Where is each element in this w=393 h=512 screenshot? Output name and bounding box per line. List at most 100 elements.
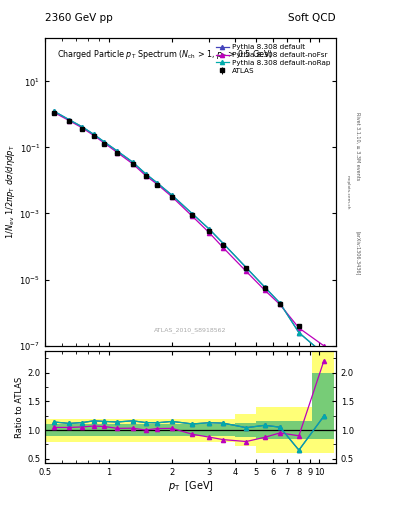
Pythia 8.308 default-noFsr xyxy=(115,150,120,156)
Bar xyxy=(293,407,312,453)
Pythia 8.308 default xyxy=(143,171,148,177)
Bar xyxy=(235,414,256,446)
Bar xyxy=(201,424,217,436)
Bar xyxy=(88,424,99,436)
Bar xyxy=(113,424,125,436)
Legend: Pythia 8.308 default, Pythia 8.308 default-noFsr, Pythia 8.308 default-noRap, AT: Pythia 8.308 default, Pythia 8.308 defau… xyxy=(214,42,332,76)
Bar xyxy=(167,424,183,436)
Pythia 8.308 default-noRap xyxy=(190,211,195,217)
Pythia 8.308 default-noRap xyxy=(262,284,267,290)
Pythia 8.308 default-noFsr xyxy=(80,125,84,131)
Bar xyxy=(183,424,201,436)
Pythia 8.308 default-noRap xyxy=(67,117,72,123)
Pythia 8.308 default-noFsr xyxy=(297,325,301,331)
Text: mcplots.cern.ch: mcplots.cern.ch xyxy=(346,175,350,209)
Bar xyxy=(256,407,273,453)
Bar xyxy=(273,421,293,439)
Pythia 8.308 default xyxy=(67,117,72,123)
Line: Pythia 8.308 default-noFsr: Pythia 8.308 default-noFsr xyxy=(52,110,326,348)
Bar xyxy=(152,418,167,441)
Pythia 8.308 default xyxy=(221,241,226,247)
Pythia 8.308 default-noFsr xyxy=(321,343,326,349)
Pythia 8.308 default-noFsr xyxy=(143,173,148,179)
Pythia 8.308 default-noFsr xyxy=(262,287,267,293)
X-axis label: $p_\mathregular{T}$  [GeV]: $p_\mathregular{T}$ [GeV] xyxy=(168,479,213,493)
Y-axis label: Ratio to ATLAS: Ratio to ATLAS xyxy=(15,376,24,438)
Pythia 8.308 default-noRap xyxy=(221,241,226,247)
Pythia 8.308 default xyxy=(51,108,56,114)
Text: [arXiv:1306.3436]: [arXiv:1306.3436] xyxy=(355,231,360,275)
Bar xyxy=(99,424,113,436)
Pythia 8.308 default-noRap xyxy=(297,330,301,336)
Pythia 8.308 default xyxy=(170,192,174,198)
Pythia 8.308 default xyxy=(92,131,96,137)
Pythia 8.308 default-noRap xyxy=(244,265,249,271)
Pythia 8.308 default xyxy=(155,180,160,186)
Bar xyxy=(201,418,217,441)
Text: Rivet 3.1.10, ≥ 3.3M events: Rivet 3.1.10, ≥ 3.3M events xyxy=(355,112,360,180)
Pythia 8.308 default-noRap xyxy=(130,159,135,165)
Bar xyxy=(256,421,273,439)
Pythia 8.308 default xyxy=(130,159,135,165)
Pythia 8.308 default xyxy=(277,300,282,306)
Pythia 8.308 default xyxy=(190,211,195,217)
Bar xyxy=(76,424,88,436)
Pythia 8.308 default-noFsr xyxy=(130,161,135,167)
Pythia 8.308 default-noRap xyxy=(51,108,56,114)
Pythia 8.308 default xyxy=(207,226,211,232)
Text: Charged Particle $p_\mathregular{T}$ Spectrum ($N_\mathregular{ch}$ > 1, $p_\mat: Charged Particle $p_\mathregular{T}$ Spe… xyxy=(57,48,273,60)
Bar xyxy=(167,418,183,441)
Pythia 8.308 default-noFsr xyxy=(67,118,72,124)
Bar xyxy=(217,418,235,441)
Pythia 8.308 default-noFsr xyxy=(221,245,226,251)
Pythia 8.308 default-noFsr xyxy=(207,229,211,236)
Text: ATLAS_2010_S8918562: ATLAS_2010_S8918562 xyxy=(154,328,227,333)
Bar xyxy=(293,421,312,439)
Pythia 8.308 default-noRap xyxy=(92,131,96,137)
Pythia 8.308 default-noRap xyxy=(277,300,282,306)
Line: Pythia 8.308 default-noRap: Pythia 8.308 default-noRap xyxy=(52,109,326,356)
Pythia 8.308 default xyxy=(80,124,84,130)
Pythia 8.308 default-noRap xyxy=(101,139,106,145)
Bar xyxy=(312,350,334,453)
Pythia 8.308 default xyxy=(262,284,267,290)
Pythia 8.308 default-noRap xyxy=(170,192,174,198)
Pythia 8.308 default-noFsr xyxy=(101,140,106,146)
Bar xyxy=(217,424,235,436)
Line: Pythia 8.308 default: Pythia 8.308 default xyxy=(52,109,326,356)
Pythia 8.308 default-noRap xyxy=(155,180,160,186)
Pythia 8.308 default-noRap xyxy=(321,351,326,357)
Pythia 8.308 default xyxy=(297,330,301,336)
Bar xyxy=(62,424,76,436)
Text: 2360 GeV pp: 2360 GeV pp xyxy=(45,13,113,23)
Bar xyxy=(45,424,62,436)
Bar xyxy=(125,418,140,441)
Y-axis label: $1/N_\mathregular{ev}$ $1/2\pi p_\mathregular{T}$ $d\sigma/d\eta dp_\mathregular: $1/N_\mathregular{ev}$ $1/2\pi p_\mathre… xyxy=(4,144,17,240)
Bar xyxy=(152,424,167,436)
Bar xyxy=(76,418,88,441)
Bar xyxy=(183,418,201,441)
Bar xyxy=(99,418,113,441)
Pythia 8.308 default-noFsr xyxy=(244,268,249,274)
Pythia 8.308 default-noRap xyxy=(207,226,211,232)
Pythia 8.308 default-noRap xyxy=(115,148,120,154)
Bar xyxy=(88,418,99,441)
Bar xyxy=(140,418,152,441)
Bar xyxy=(140,424,152,436)
Pythia 8.308 default xyxy=(244,265,249,271)
Pythia 8.308 default xyxy=(115,148,120,154)
Pythia 8.308 default-noFsr xyxy=(155,181,160,187)
Bar xyxy=(62,418,76,441)
Pythia 8.308 default-noFsr xyxy=(92,133,96,139)
Bar xyxy=(125,424,140,436)
Bar xyxy=(273,407,293,453)
Bar xyxy=(235,423,256,437)
Pythia 8.308 default-noRap xyxy=(80,124,84,130)
Pythia 8.308 default-noFsr xyxy=(277,302,282,308)
Text: Soft QCD: Soft QCD xyxy=(288,13,336,23)
Pythia 8.308 default xyxy=(101,139,106,145)
Pythia 8.308 default-noRap xyxy=(143,171,148,177)
Bar xyxy=(113,418,125,441)
Pythia 8.308 default xyxy=(321,351,326,357)
Pythia 8.308 default-noFsr xyxy=(190,214,195,220)
